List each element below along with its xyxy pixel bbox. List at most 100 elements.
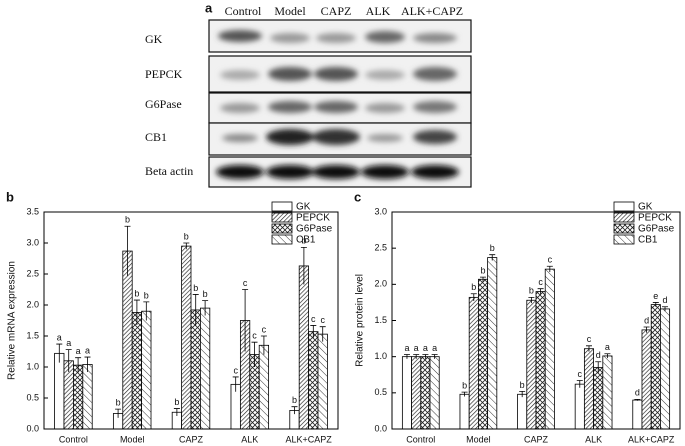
legend-label: CB1 xyxy=(638,235,658,246)
legend-swatch xyxy=(613,234,635,245)
x-tick-label: CAPZ xyxy=(524,434,549,444)
y-tick-label: 3.0 xyxy=(374,206,387,216)
panel-label: c xyxy=(354,189,361,204)
error-bar xyxy=(251,341,258,367)
error-bar xyxy=(115,408,122,418)
error-bar xyxy=(319,326,326,342)
y-tick-label: 0.5 xyxy=(374,387,387,397)
error-bar xyxy=(403,354,410,359)
error-bar xyxy=(300,246,307,285)
significance-label: b xyxy=(301,236,306,246)
lane-label: Control xyxy=(225,4,262,18)
significance-label: a xyxy=(432,343,437,353)
bar xyxy=(200,307,211,430)
bar xyxy=(650,304,661,430)
bar xyxy=(122,250,133,430)
bar xyxy=(420,356,431,430)
y-axis-label: Relative protein level xyxy=(355,274,366,367)
significance-label: a xyxy=(85,345,90,355)
bar xyxy=(308,331,319,430)
significance-label: c xyxy=(311,314,316,324)
legend-label: G6Pase xyxy=(296,224,333,235)
significance-label: b xyxy=(174,397,179,407)
bar xyxy=(583,348,594,430)
y-axis-label: Relative mRNA expression xyxy=(7,261,18,380)
significance-label: c xyxy=(252,331,257,341)
significance-label: c xyxy=(548,255,553,265)
significance-label: c xyxy=(538,277,543,287)
significance-label: b xyxy=(520,380,525,390)
y-tick-label: 1.5 xyxy=(374,315,387,325)
western-blot: a Control Model CAPZ ALK ALK+CAPZ GK PEP… xyxy=(145,0,472,188)
significance-label: a xyxy=(605,342,610,352)
y-tick-label: 3.5 xyxy=(26,206,39,216)
bar xyxy=(517,393,528,430)
bar xyxy=(544,268,555,430)
y-tick-label: 0.0 xyxy=(26,423,39,433)
legend-swatch xyxy=(613,212,635,223)
panel-label: a xyxy=(205,0,213,15)
error-bar xyxy=(291,406,298,415)
bar xyxy=(73,364,84,430)
error-bar xyxy=(652,302,659,307)
significance-label: d xyxy=(635,388,640,398)
error-bar xyxy=(643,326,650,333)
legend-label: CB1 xyxy=(296,235,316,246)
error-bar xyxy=(183,242,190,250)
error-bar xyxy=(519,390,526,398)
significance-label: a xyxy=(414,343,419,353)
significance-label: b xyxy=(490,243,495,253)
error-bar xyxy=(260,335,267,355)
error-bar xyxy=(546,265,553,273)
error-bar xyxy=(422,354,429,359)
significance-label: a xyxy=(66,338,71,348)
bar xyxy=(535,291,546,430)
error-bar xyxy=(232,376,239,392)
x-tick-label: Control xyxy=(406,434,435,444)
significance-label: b xyxy=(481,265,486,275)
error-bar xyxy=(461,391,468,397)
row-label: Beta actin xyxy=(145,164,193,178)
error-bar xyxy=(56,343,63,363)
significance-label: b xyxy=(116,398,121,408)
plot-frame xyxy=(43,211,339,430)
bar xyxy=(54,352,65,430)
y-tick-label: 2.5 xyxy=(26,268,39,278)
error-bar xyxy=(124,225,131,276)
bar xyxy=(258,344,270,430)
bar xyxy=(468,296,479,430)
error-bar xyxy=(192,294,199,326)
error-bar xyxy=(413,354,420,359)
y-tick-label: 3.0 xyxy=(26,237,39,247)
bar xyxy=(181,245,192,430)
significance-label: a xyxy=(404,343,409,353)
error-bar xyxy=(143,301,150,321)
lane-label: CAPZ xyxy=(321,4,352,18)
x-tick-label: Model xyxy=(120,434,145,444)
significance-label: c xyxy=(578,369,583,379)
error-bar xyxy=(595,361,602,374)
bar xyxy=(429,356,440,430)
bar xyxy=(641,329,652,430)
legend-label: GK xyxy=(296,202,311,213)
significance-label: e xyxy=(653,291,658,301)
x-tick-label: ALK+CAPZ xyxy=(628,434,675,444)
x-tick-label: Control xyxy=(59,434,88,444)
bar xyxy=(317,333,328,430)
error-bar xyxy=(202,300,209,316)
significance-label: b xyxy=(529,286,534,296)
bar xyxy=(487,257,498,430)
significance-label: b xyxy=(462,380,467,390)
error-bar xyxy=(470,293,477,301)
significance-label: c xyxy=(320,315,325,325)
error-bar xyxy=(431,354,438,359)
row-label: GK xyxy=(145,32,163,46)
error-bar xyxy=(75,357,82,373)
significance-label: b xyxy=(134,288,139,298)
bar xyxy=(477,278,489,430)
y-tick-label: 1.0 xyxy=(374,351,387,361)
bar xyxy=(298,265,309,430)
bar xyxy=(141,310,152,430)
legend-label: G6Pase xyxy=(638,224,675,235)
